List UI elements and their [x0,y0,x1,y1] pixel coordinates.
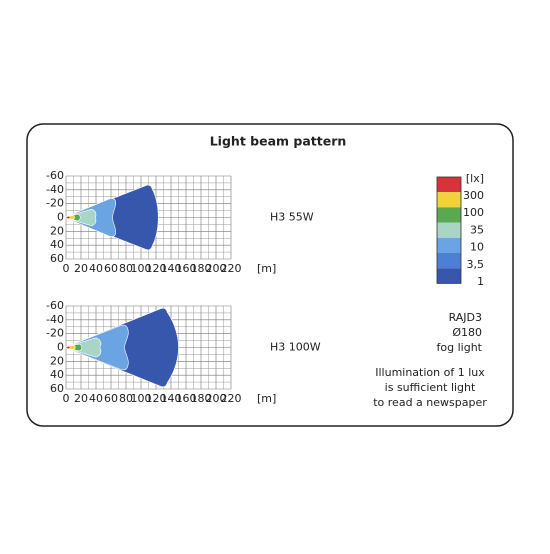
y-tick-label: 40 [50,368,64,381]
note-text: Illumination of 1 lux [375,366,485,379]
plot: 0 20 40 60 80100120140160180200220-60-40-200… [46,299,276,405]
legend-swatch [437,222,461,238]
x-tick-label: 40 [89,262,103,275]
legend-swatch [437,177,461,193]
x-tick-label: 180 [191,392,212,405]
legend-swatch [437,207,461,223]
x-tick-label: 140 [161,392,182,405]
x-tick-label: 40 [89,392,103,405]
info-text: RAJD3 [449,311,482,324]
x-tick-label: 200 [206,262,227,275]
x-tick-label: 20 [74,262,88,275]
x-unit: [m] [257,392,276,405]
x-tick-label: 100 [131,262,152,275]
y-tick-label: 40 [50,238,64,251]
legend-unit: [lx] [466,172,484,185]
beam-contour [66,338,101,357]
x-tick-label: 120 [146,392,167,405]
y-tick-label: 20 [50,354,64,367]
x-unit: [m] [257,262,276,275]
x-tick-label: 80 [119,262,133,275]
legend-swatch [437,253,461,269]
y-tick-label: 60 [50,382,64,395]
beam [66,308,179,387]
x-tick-label: 140 [161,262,182,275]
x-tick-label: 80 [119,392,133,405]
x-tick-label: 60 [104,262,118,275]
x-tick-label: 220 [221,262,242,275]
note-text: is sufficient light [385,381,476,394]
legend-swatch [437,268,461,284]
x-tick-label: 180 [191,262,212,275]
x-tick-label: 200 [206,392,227,405]
y-tick-label: -40 [46,313,64,326]
plot: 0 20 40 60 80100120140160180200220-60-40-200… [46,169,276,275]
x-tick-label: 60 [104,392,118,405]
plot-label: H3 55W [270,211,314,224]
info-text: fog light [437,341,483,354]
x-tick-label: 160 [176,392,197,405]
x-tick-label: 220 [221,392,242,405]
x-tick-label: 20 [74,392,88,405]
legend-border [436,176,462,284]
y-tick-label: 0 [57,211,64,224]
y-tick-label: -60 [46,169,64,182]
legend-label: 1 [477,275,484,288]
x-tick-label: 100 [131,392,152,405]
legend-label: 35 [470,223,484,236]
x-tick-label: 0 [63,262,70,275]
title: Light beam pattern [210,134,347,149]
note-text: to read a newspaper [373,396,487,409]
x-tick-label: 120 [146,262,167,275]
legend-swatch [437,237,461,253]
legend-label: 100 [463,206,484,219]
legend-label: 300 [463,189,484,202]
y-tick-label: 0 [57,341,64,354]
y-tick-label: -20 [46,327,64,340]
x-tick-label: 160 [176,262,197,275]
y-tick-label: -60 [46,299,64,312]
beam-contour [66,209,96,226]
y-tick-label: -40 [46,183,64,196]
legend-label: 3,5 [467,258,485,271]
y-tick-label: 20 [50,224,64,237]
x-tick-label: 0 [63,392,70,405]
y-tick-label: -20 [46,197,64,210]
info-text: Ø180 [452,326,482,339]
legend-label: 10 [470,241,484,254]
beam [66,185,158,250]
beam-contour [66,346,70,349]
beam-contour [66,216,70,219]
legend-swatch [437,192,461,208]
y-tick-label: 60 [50,252,64,265]
plot-label: H3 100W [270,341,321,354]
